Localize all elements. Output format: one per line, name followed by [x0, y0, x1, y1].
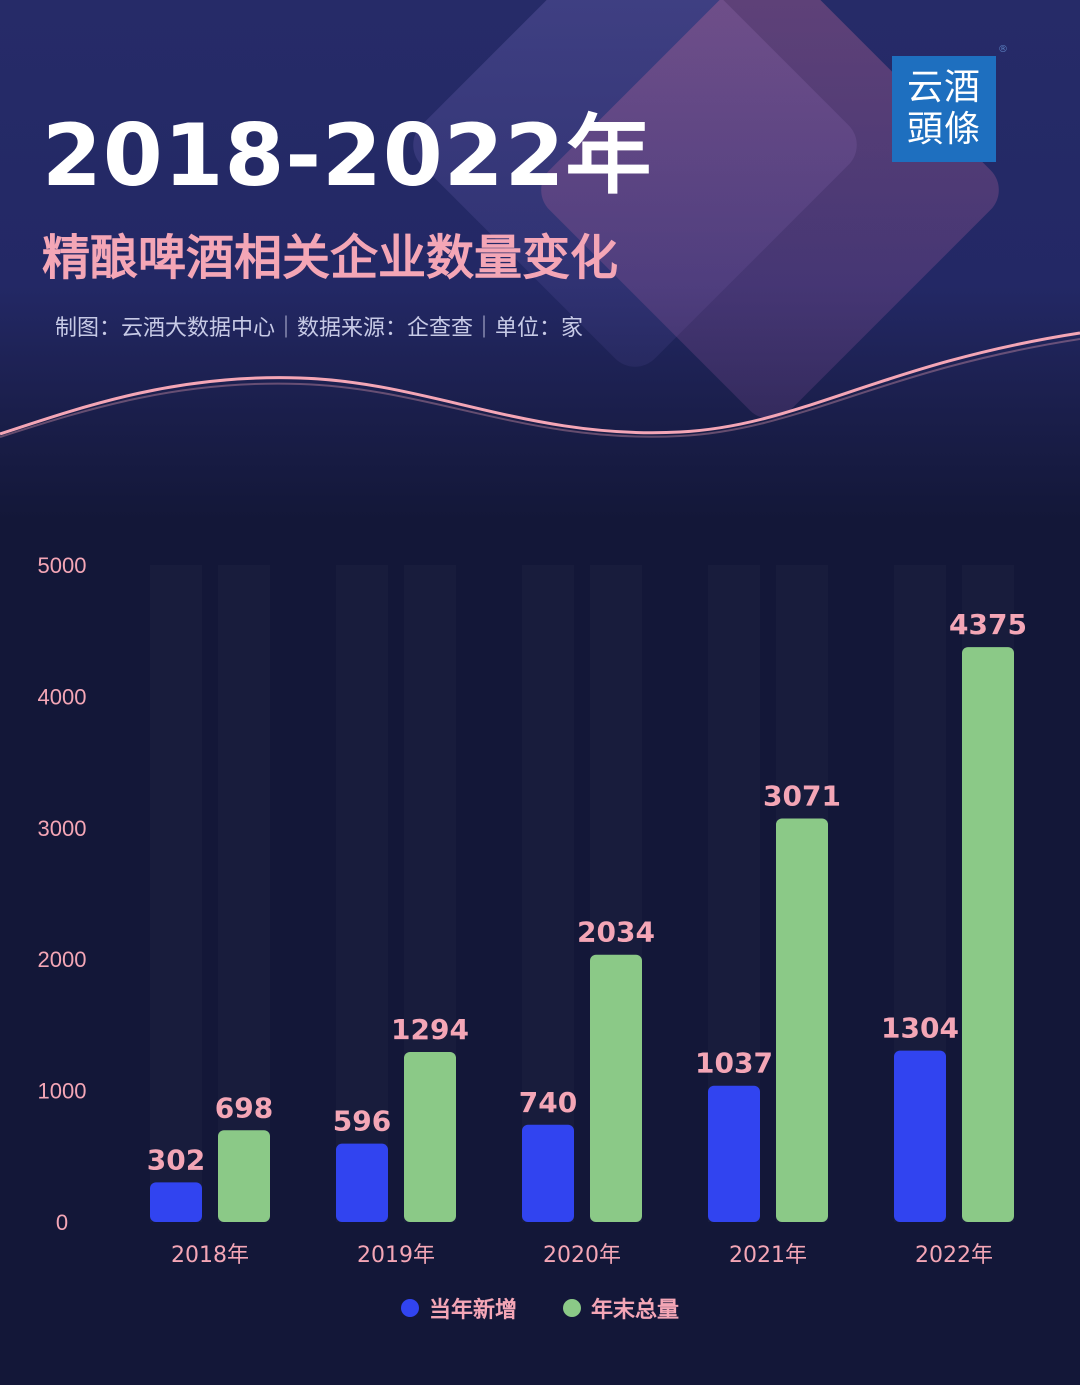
bar-total	[590, 954, 642, 1222]
x-tick-label: 2018年	[171, 1243, 249, 1268]
y-tick-label: 0	[56, 1210, 68, 1235]
legend-label-total: 年末总量	[591, 1298, 680, 1323]
bar-chart: 0 1000 2000 3000 4000 5000 302 698 2018年 596 1294 2…	[38, 553, 1027, 1268]
data-label: 2034	[577, 916, 655, 949]
bar-track	[522, 565, 574, 1222]
bar-track	[150, 565, 202, 1222]
data-label: 740	[519, 1086, 577, 1119]
bar-total	[404, 1051, 456, 1222]
x-tick-label: 2019年	[357, 1243, 435, 1268]
bar-new	[336, 1143, 388, 1222]
data-label: 3071	[763, 779, 841, 812]
y-tick-label: 5000	[38, 553, 87, 578]
legend-item-new: 当年新增	[400, 1292, 517, 1324]
logo-text-line-1: 云酒	[906, 67, 981, 108]
brand-logo: 云酒 頭條	[892, 56, 996, 162]
page-title: 2018-2022年	[42, 106, 653, 206]
y-tick-label: 4000	[38, 684, 87, 709]
data-label: 698	[215, 1091, 273, 1124]
bar-new	[522, 1124, 574, 1222]
decorative-wave	[0, 331, 1080, 438]
bar-new	[894, 1050, 946, 1222]
bar-total	[218, 1130, 270, 1222]
legend-swatch-new	[400, 1299, 419, 1317]
y-tick-label: 1000	[38, 1079, 87, 1104]
data-label: 1304	[881, 1012, 959, 1045]
bar-new	[708, 1085, 760, 1222]
bar-total	[776, 818, 828, 1222]
y-tick-label: 2000	[38, 947, 87, 972]
bar-total	[962, 647, 1014, 1222]
bar-new	[150, 1182, 202, 1222]
source-caption: 制图：云酒大数据中心｜数据来源：企查查｜单位：家	[55, 316, 584, 341]
data-label: 302	[147, 1143, 205, 1176]
legend-label-new: 当年新增	[428, 1298, 517, 1323]
x-tick-label: 2022年	[915, 1243, 993, 1268]
x-tick-label: 2020年	[543, 1243, 621, 1268]
page-subtitle: 精酿啤酒相关企业数量变化	[42, 230, 619, 286]
data-label: 4375	[949, 608, 1027, 641]
legend-swatch-total	[563, 1299, 581, 1317]
logo-text-line-2: 頭條	[906, 109, 981, 150]
data-label: 1294	[391, 1013, 469, 1046]
data-label: 596	[333, 1105, 391, 1138]
x-tick-label: 2021年	[729, 1243, 807, 1268]
legend-item-total: 年末总量	[563, 1292, 679, 1324]
registered-mark: ®	[998, 44, 1008, 55]
chart-legend: 当年新增 年末总量	[0, 1292, 1080, 1324]
y-tick-label: 3000	[38, 816, 87, 841]
data-label: 1037	[695, 1047, 773, 1080]
